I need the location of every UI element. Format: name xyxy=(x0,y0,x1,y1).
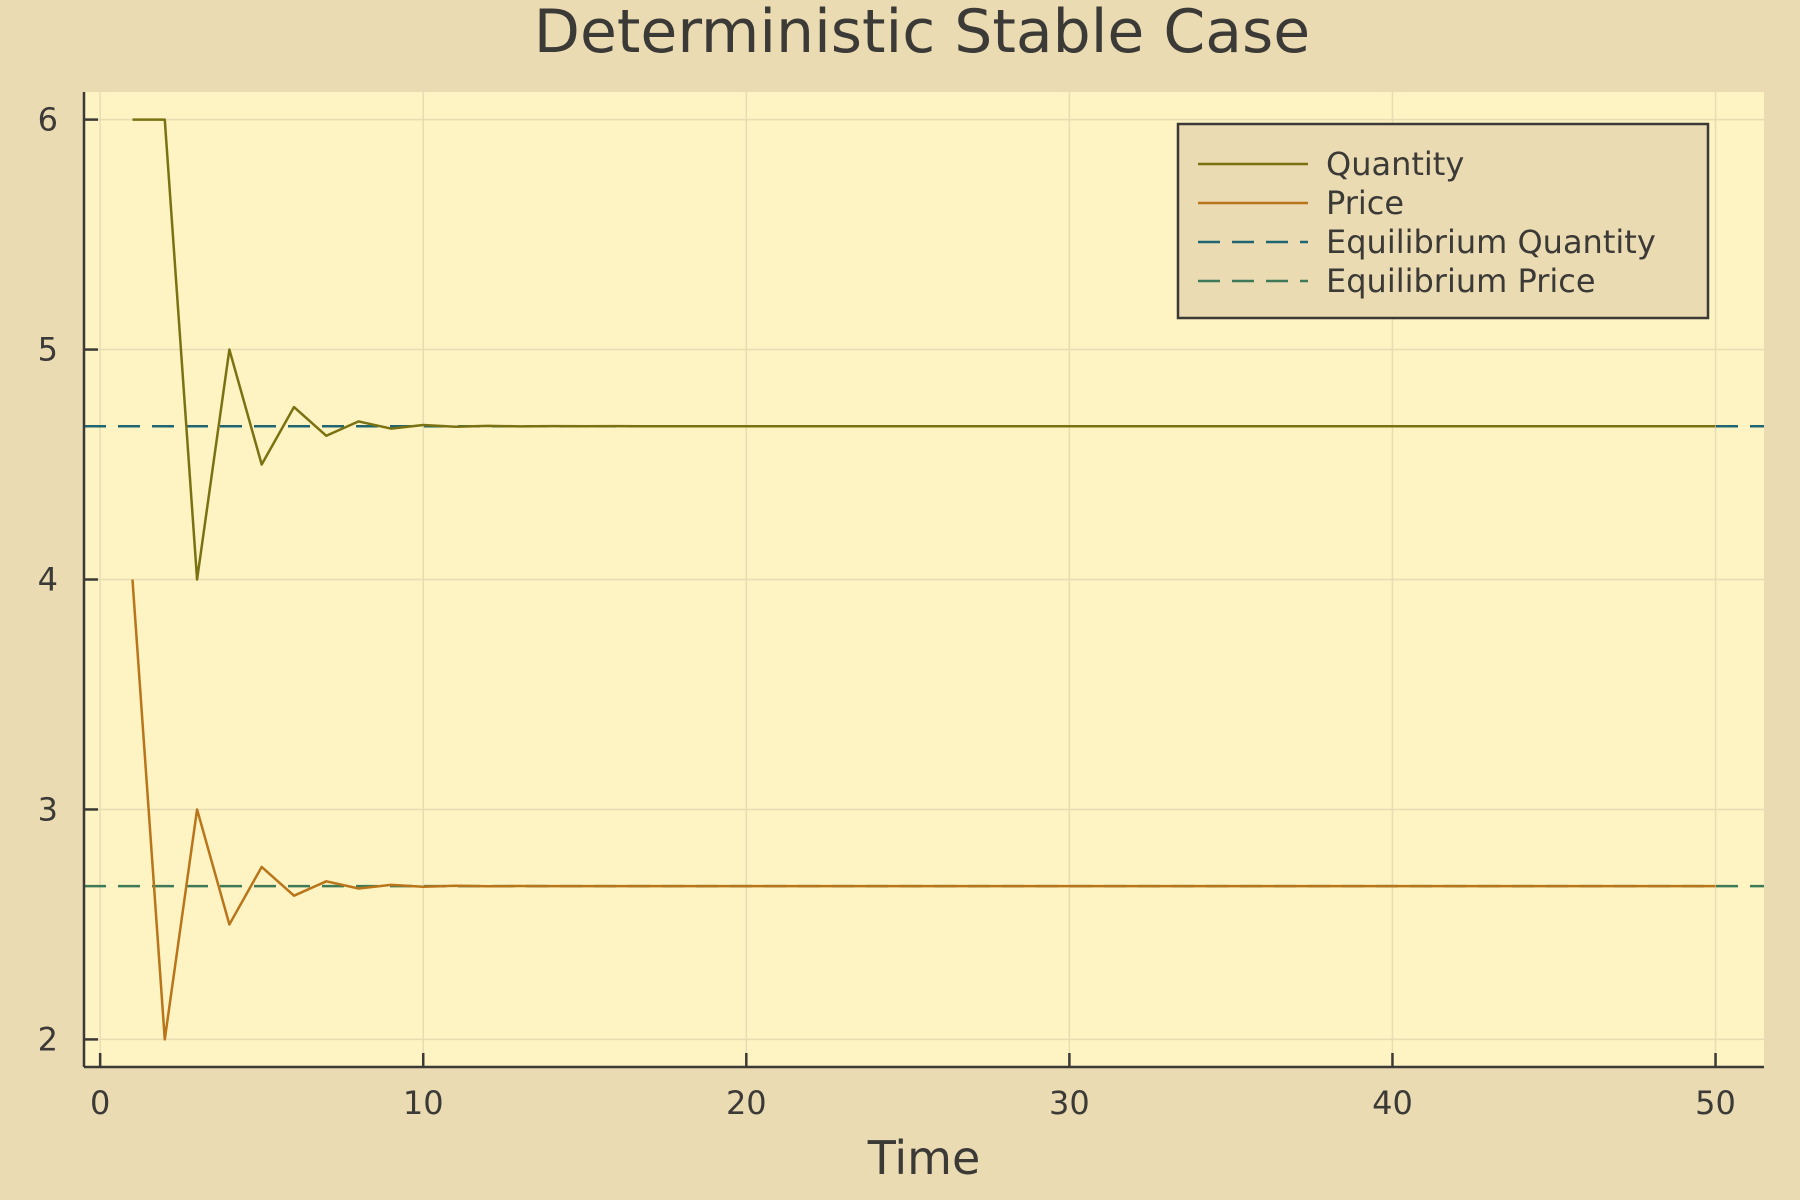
y-tick-label: 4 xyxy=(38,561,58,599)
y-tick-label: 6 xyxy=(38,101,58,139)
x-tick-label: 30 xyxy=(1049,1084,1090,1122)
legend-label: Quantity xyxy=(1326,145,1464,183)
legend-box xyxy=(1176,122,1710,320)
x-tick-label: 10 xyxy=(403,1084,444,1122)
x-tick-label: 40 xyxy=(1372,1084,1413,1122)
chart-title: Deterministic Stable Case xyxy=(534,0,1310,67)
x-axis-label: Time xyxy=(867,1131,981,1185)
series-quantity xyxy=(132,118,1716,581)
series-lines xyxy=(131,118,1716,1041)
x-tick-label: 20 xyxy=(726,1084,767,1122)
series-price xyxy=(131,579,1716,1041)
y-tick-label: 5 xyxy=(38,331,58,369)
x-tick-label: 50 xyxy=(1695,1084,1736,1122)
legend-label: Equilibrium Quantity xyxy=(1326,223,1656,261)
legend-label: Equilibrium Price xyxy=(1326,262,1596,300)
legend-label: Price xyxy=(1326,184,1404,222)
y-tick-label: 3 xyxy=(38,790,58,828)
y-tick-label: 2 xyxy=(38,1020,58,1058)
x-tick-label: 0 xyxy=(90,1084,110,1122)
ticks: 0 10 20 30 40 50 2 3 4 5 6 xyxy=(38,101,1736,1122)
